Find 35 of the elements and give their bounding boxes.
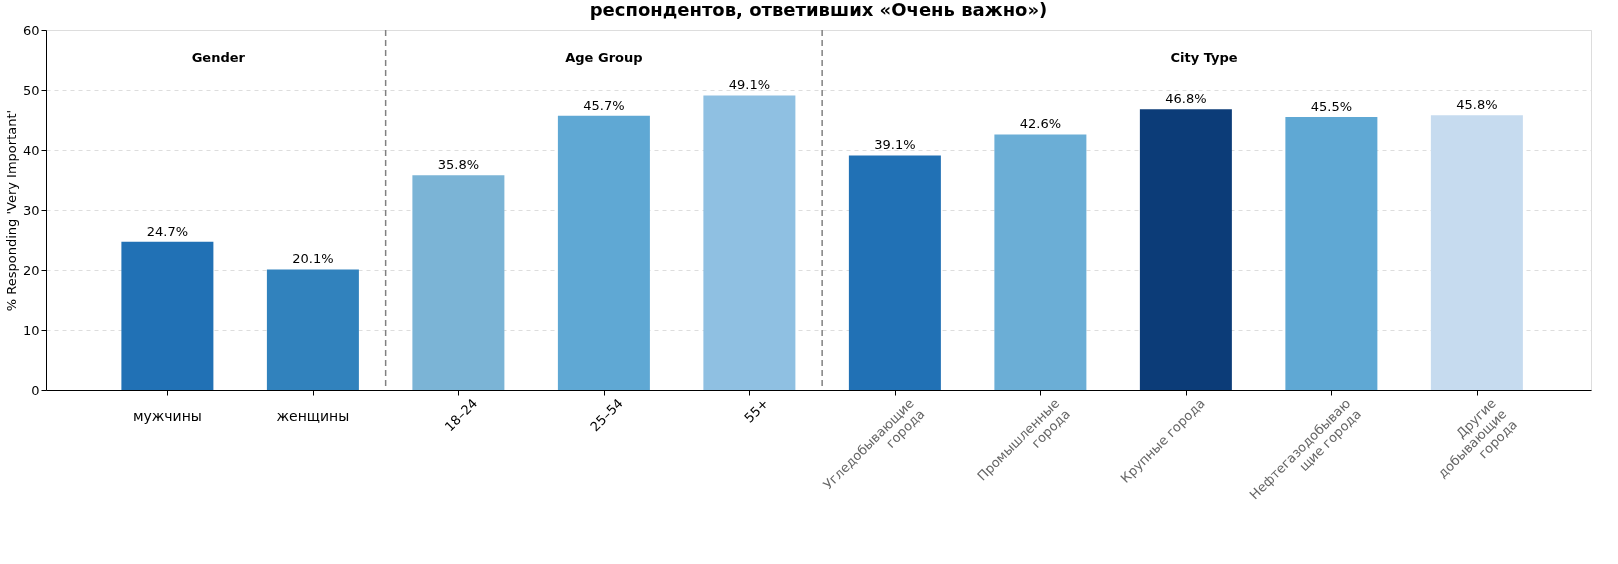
bar [121,241,214,390]
bar [994,134,1087,390]
bar [412,175,505,390]
bar [1139,109,1232,390]
x-tick-label: 55+ [741,395,772,426]
bar [1285,117,1378,390]
data-label: 20.1% [292,251,334,267]
data-label: 46.8% [1165,91,1207,107]
data-label: 39.1% [874,137,916,153]
bar [703,95,796,390]
y-tick-label: 40 [22,142,40,158]
y-tick-label: 60 [22,22,40,38]
y-tick-label: 50 [22,82,40,98]
y-tick-label: 30 [22,202,40,218]
data-label: 45.8% [1456,97,1498,113]
y-tick-label: 20 [22,262,40,278]
data-label: 45.5% [1310,99,1353,114]
y-tick-label: 10 [22,322,40,338]
annotation: City Type [1170,50,1238,65]
chart-title: респондентов, ответивших «Очень важно») [589,0,1048,20]
data-label: 49.1% [728,77,771,93]
bar [266,269,359,390]
x-tick-label: женщины [276,408,350,424]
bar [848,155,941,390]
data-label: 42.6% [1019,116,1062,132]
y-tick-label: 0 [31,382,40,398]
data-label: 35.8% [437,157,480,173]
x-tick-label: мужчины [132,408,202,424]
bar [1430,115,1523,390]
annotation: Age Group [565,50,643,65]
annotation: Gender [191,50,246,65]
y-axis-title: % Responding 'Very Important' [3,109,19,312]
bar [557,115,650,390]
data-label: 24.7% [146,223,189,239]
data-label: 45.7% [583,97,625,113]
